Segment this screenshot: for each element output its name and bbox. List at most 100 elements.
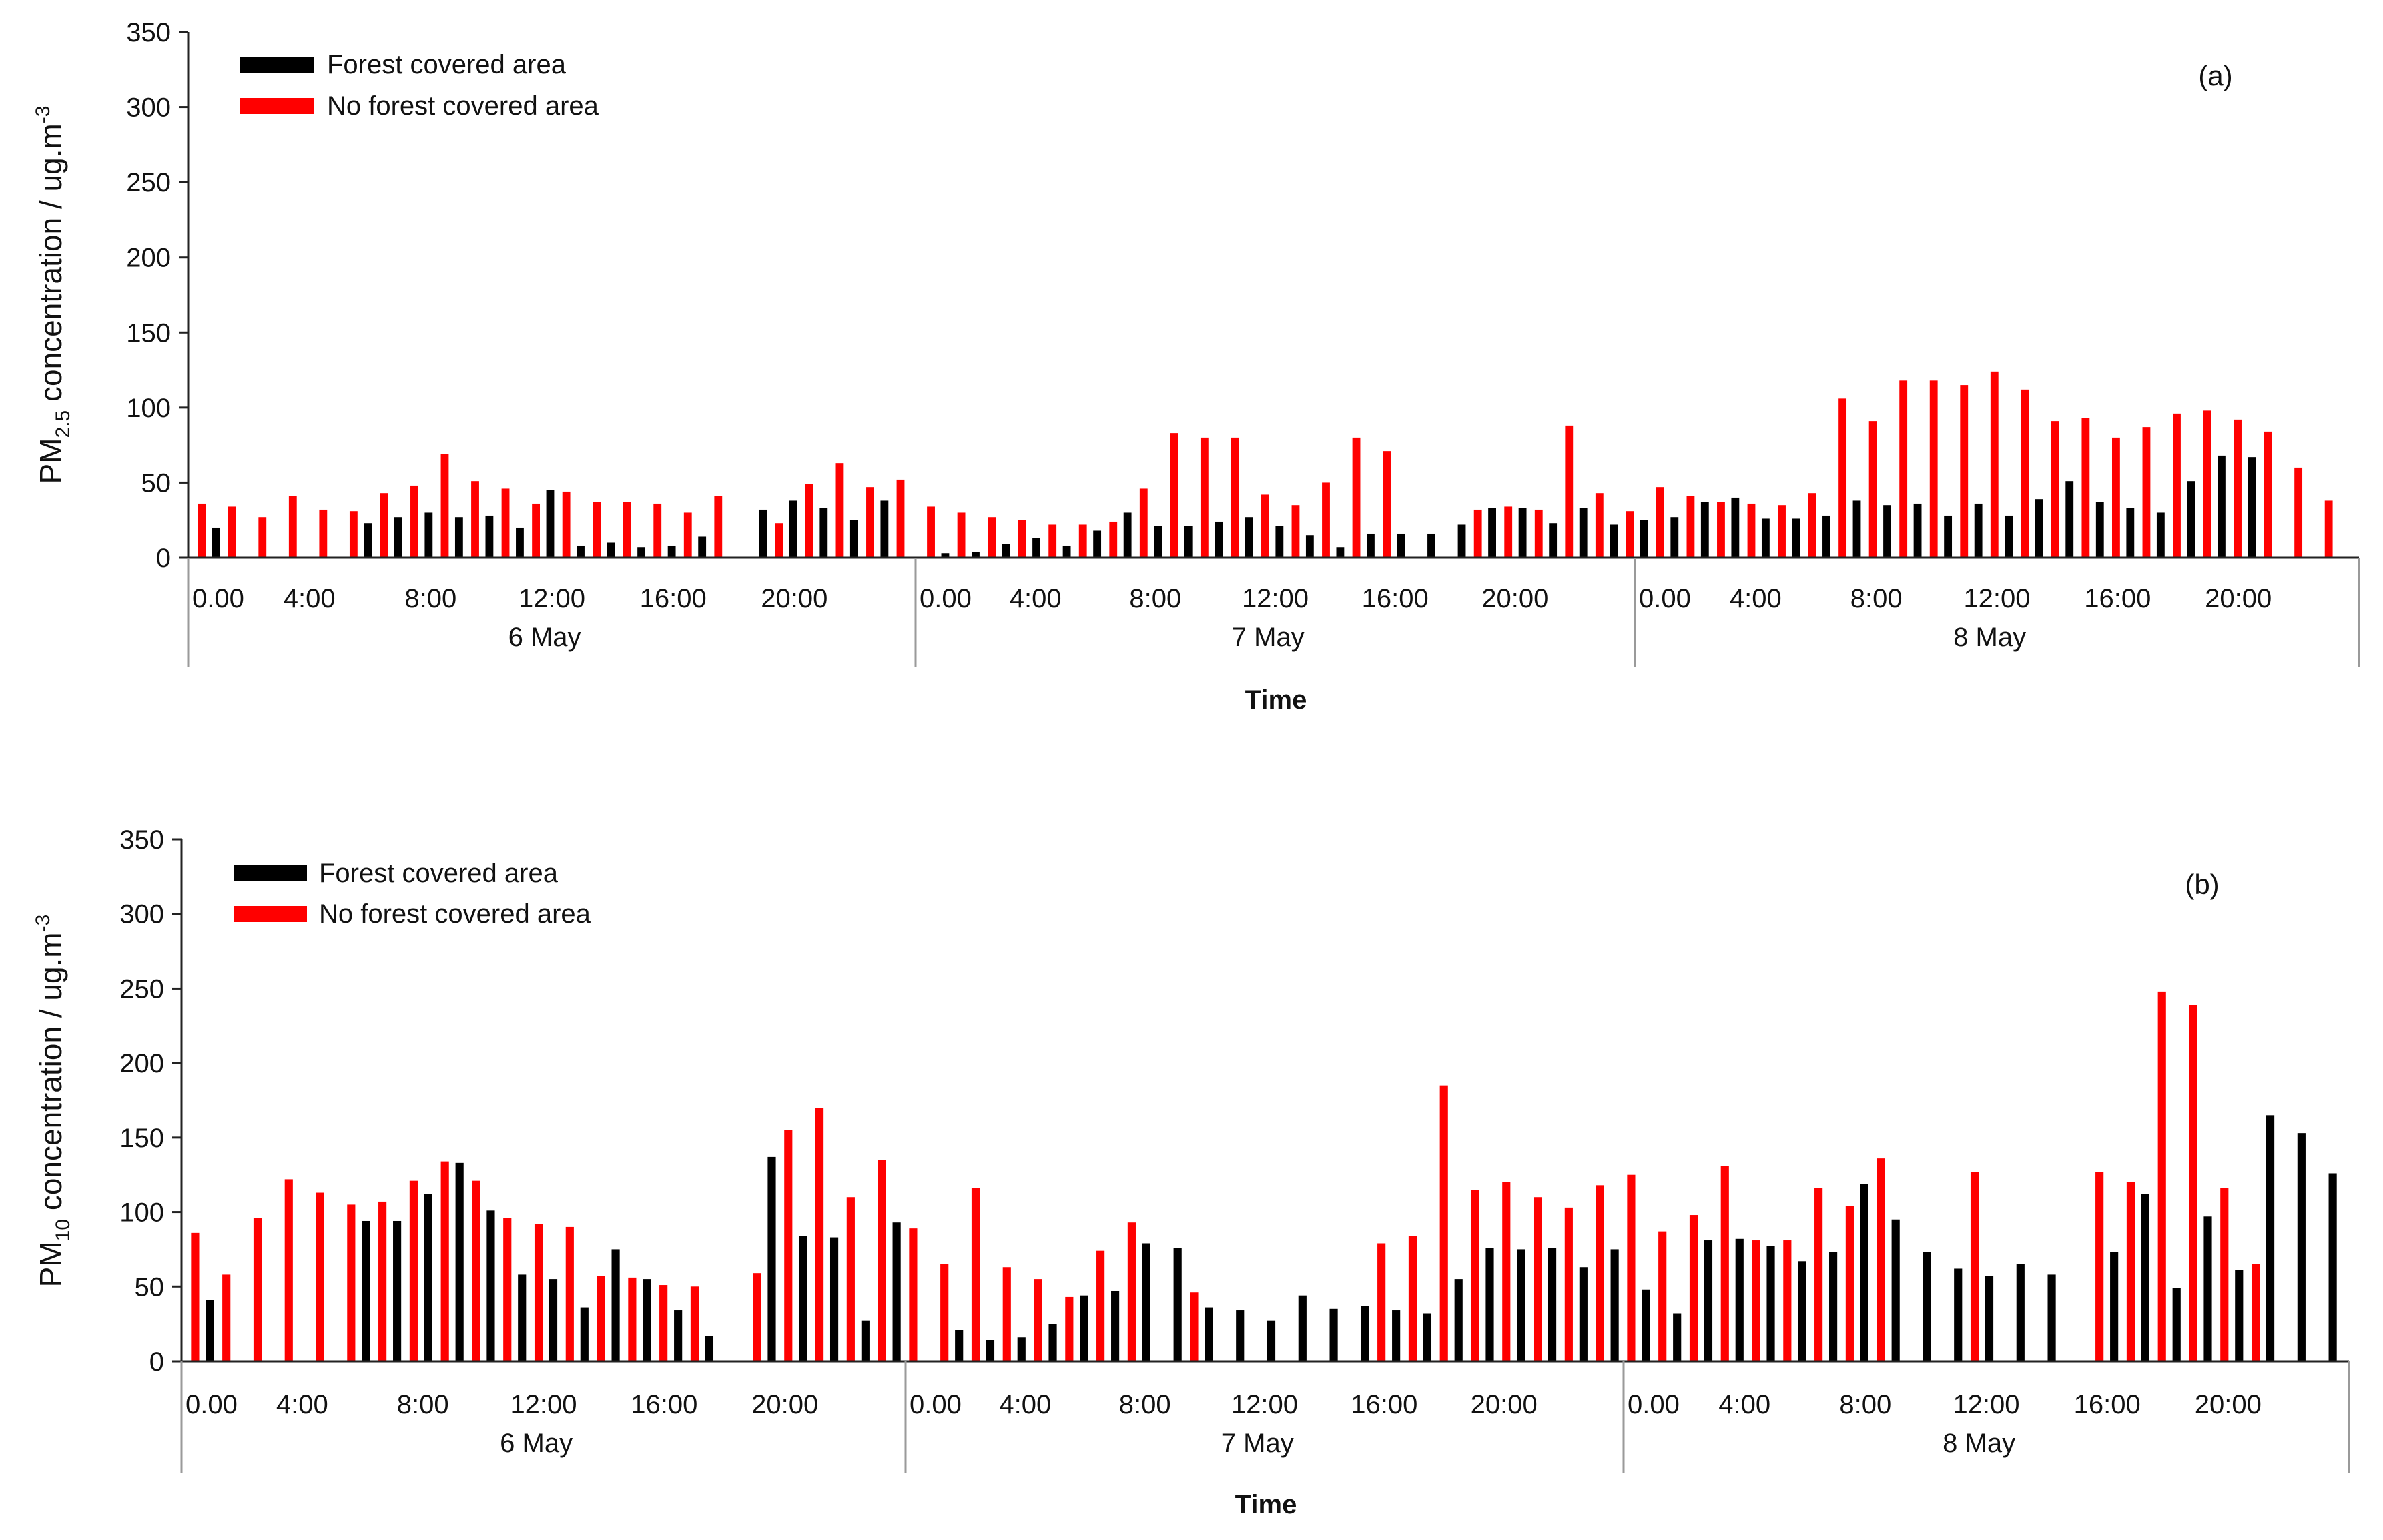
x-tick-label: 0.00 (1639, 584, 1691, 613)
panel-a-legend: Forest covered area No forest covered ar… (240, 50, 599, 121)
bar-forest (1184, 526, 1193, 558)
x-tick-label: 4:00 (276, 1390, 328, 1419)
bar-no-forest (2142, 427, 2151, 558)
bar-no-forest (440, 454, 449, 558)
bar-no-forest (1990, 371, 1999, 558)
legend-swatch-no-forest (234, 906, 307, 922)
bar-no-forest (653, 503, 662, 558)
x-tick-label: 0.00 (186, 1390, 238, 1419)
y-tick-label: 0 (156, 544, 171, 573)
bar-forest (1111, 1290, 1120, 1361)
bar-forest (1080, 1295, 1088, 1361)
panel-b-tag: (b) (2185, 869, 2219, 900)
bar-forest (1123, 512, 1132, 558)
x-tick-label: 16:00 (631, 1390, 697, 1419)
bar-no-forest (1720, 1166, 1729, 1361)
bar-forest (424, 1194, 432, 1361)
x-tick-label: 0.00 (192, 584, 244, 613)
bar-forest (546, 490, 555, 558)
bar-no-forest (714, 496, 723, 558)
bar-forest (1361, 1306, 1369, 1361)
bar-no-forest (378, 1201, 387, 1361)
panel-b-ylabel-sub: 10 (52, 1219, 74, 1241)
bar-forest (1397, 533, 1405, 558)
bar-forest (849, 520, 858, 558)
bar-no-forest (532, 503, 541, 558)
bar-no-forest (683, 512, 692, 558)
bar-forest (972, 551, 980, 558)
x-tick-label: 12:00 (519, 584, 585, 613)
bar-no-forest (1408, 1236, 1417, 1361)
x-tick-label: 16:00 (1351, 1390, 1417, 1419)
bar-no-forest (1845, 1206, 1854, 1361)
y-tick-label: 200 (126, 244, 171, 273)
bar-no-forest (562, 491, 571, 558)
bar-forest (518, 1274, 527, 1361)
bar-forest (549, 1279, 558, 1361)
bar-forest (1457, 524, 1466, 558)
x-tick-label: 8:00 (1850, 584, 1903, 613)
bar-no-forest (1656, 487, 1664, 558)
bar-no-forest (623, 502, 631, 558)
bar-forest (455, 1162, 464, 1361)
y-tick-label: 100 (119, 1198, 164, 1228)
legend-swatch-no-forest (240, 98, 314, 114)
bar-forest (2187, 481, 2195, 558)
bar-no-forest (690, 1286, 699, 1361)
x-tick-label: 12:00 (510, 1390, 577, 1419)
bar-no-forest (380, 493, 388, 558)
bar-forest (2035, 499, 2043, 558)
bar-forest (1173, 1248, 1182, 1361)
bar-forest (2266, 1115, 2275, 1361)
x-tick-label: 20:00 (751, 1390, 818, 1419)
bar-forest (1245, 517, 1253, 558)
bar-no-forest (253, 1218, 262, 1361)
bar-forest (1761, 518, 1770, 558)
panel-a-x-ticks: 0.00 4:00 8:00 12:00 16:00 20:00 0.00 4:00 8:00 1… (187, 558, 2360, 667)
x-tick-label: 4:00 (1730, 584, 1782, 613)
bar-no-forest (1808, 493, 1816, 558)
panel-b-bars (191, 991, 2337, 1361)
bar-forest (1017, 1337, 1026, 1361)
bar-no-forest (1383, 451, 1391, 558)
bar-no-forest (628, 1277, 637, 1361)
bar-forest (667, 545, 676, 558)
bar-no-forest (2294, 467, 2303, 558)
bar-no-forest (1002, 1267, 1011, 1361)
panel-a-pm25: 0 50 100 150 200 250 300 350 0.00 4:00 8:00 12:00 1… (32, 18, 2360, 715)
bar-no-forest (316, 1192, 324, 1361)
bar-forest (2005, 515, 2013, 558)
bar-forest (2248, 457, 2256, 558)
bar-forest (607, 542, 615, 558)
bar-no-forest (1814, 1188, 1823, 1361)
bar-no-forest (349, 511, 358, 558)
bar-forest (1670, 517, 1679, 558)
x-tick-label: 8:00 (404, 584, 456, 613)
bar-forest (486, 1210, 495, 1361)
panel-a-ylabel-prefix: PM (33, 438, 68, 484)
legend-label-no-forest: No forest covered area (327, 91, 599, 121)
bar-no-forest (597, 1276, 605, 1361)
bar-forest (1267, 1320, 1276, 1361)
bar-no-forest (2126, 1182, 2135, 1361)
bar-forest (1488, 508, 1496, 558)
bar-no-forest (1686, 496, 1695, 558)
bar-no-forest (2157, 991, 2166, 1361)
bar-no-forest (784, 1130, 793, 1361)
bar-no-forest (1502, 1182, 1511, 1361)
bar-forest (892, 1222, 901, 1361)
bar-no-forest (410, 485, 418, 558)
bar-no-forest (347, 1204, 356, 1361)
bar-forest (1923, 1252, 1931, 1361)
x-tick-label: 12:00 (1963, 584, 2030, 613)
bar-forest (1974, 503, 1983, 558)
bar-no-forest (896, 479, 905, 558)
bar-forest (2218, 455, 2226, 558)
bar-forest (1215, 521, 1223, 558)
panel-a-ylabel-suffix: concentration / ug.m (33, 123, 68, 410)
bar-no-forest (2251, 1264, 2260, 1361)
bar-forest (698, 536, 707, 558)
bar-forest (1392, 1310, 1401, 1361)
panel-b-legend: Forest covered area No forest covered ar… (234, 859, 591, 929)
bar-forest (364, 523, 372, 558)
